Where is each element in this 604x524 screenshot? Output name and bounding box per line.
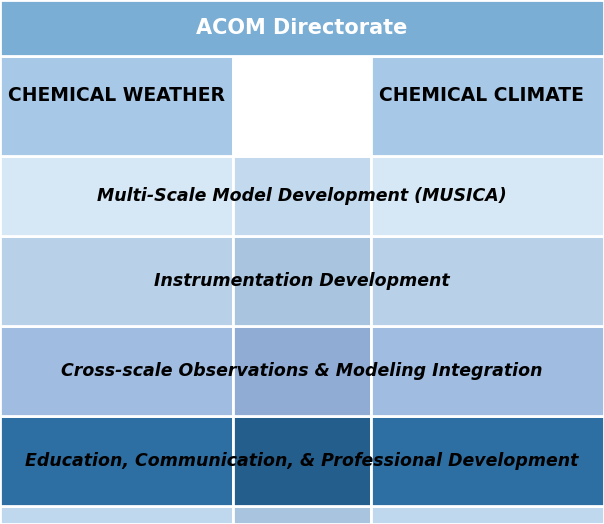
- Text: Instrumentation Development: Instrumentation Development: [154, 272, 450, 290]
- Bar: [233, 236, 371, 326]
- Bar: [233, 326, 371, 416]
- Bar: [371, 156, 604, 236]
- Bar: [371, 416, 604, 506]
- Text: Cross-scale Observations & Modeling Integration: Cross-scale Observations & Modeling Inte…: [61, 362, 543, 380]
- Bar: [371, 56, 604, 156]
- Bar: [233, 416, 371, 506]
- Bar: [0, 326, 233, 416]
- Bar: [371, 326, 604, 416]
- Bar: [371, 236, 604, 326]
- Bar: [0, 56, 233, 156]
- Bar: [0, 156, 233, 236]
- Bar: [233, 156, 371, 236]
- Text: Education, Communication, & Professional Development: Education, Communication, & Professional…: [25, 452, 579, 470]
- Text: CHEMICAL CLIMATE: CHEMICAL CLIMATE: [379, 86, 584, 105]
- Bar: [0, 506, 233, 524]
- Bar: [233, 56, 371, 156]
- Bar: [0, 236, 233, 326]
- Bar: [0, 0, 604, 56]
- Bar: [0, 416, 233, 506]
- Text: CHEMICAL WEATHER: CHEMICAL WEATHER: [8, 86, 225, 105]
- Text: Multi-Scale Model Development (MUSICA): Multi-Scale Model Development (MUSICA): [97, 187, 507, 205]
- Bar: [233, 506, 371, 524]
- Text: ACOM Directorate: ACOM Directorate: [196, 18, 408, 38]
- Bar: [371, 506, 604, 524]
